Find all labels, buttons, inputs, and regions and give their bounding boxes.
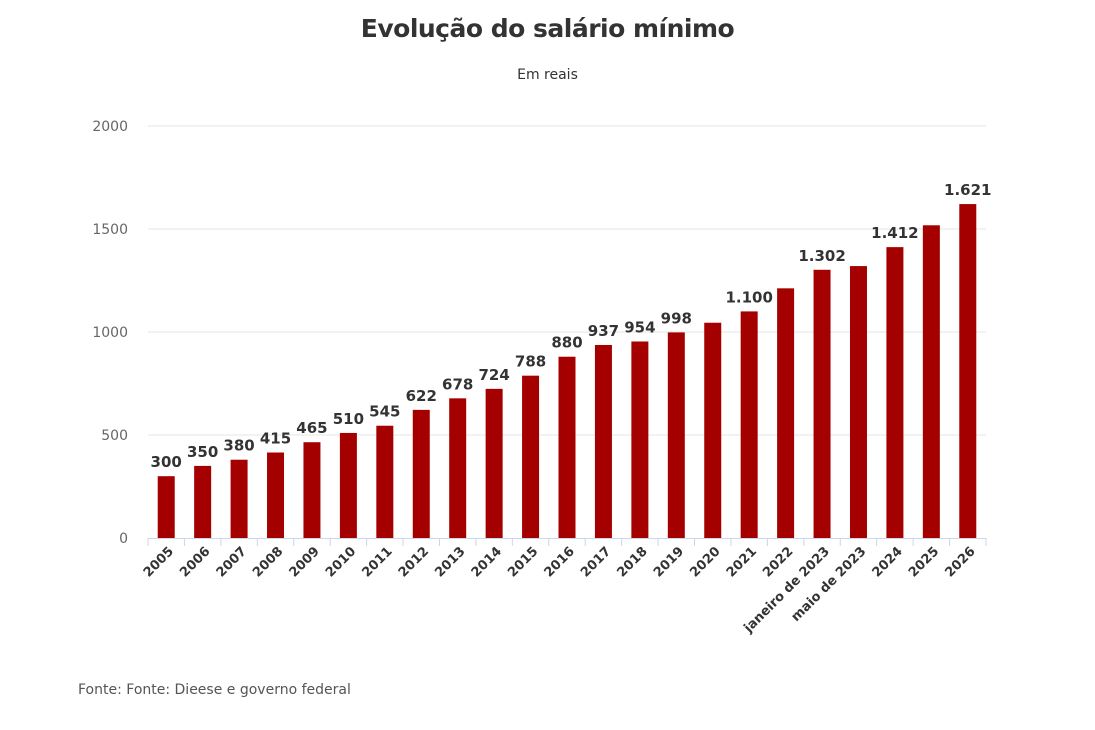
data-label: 1.412	[871, 224, 918, 242]
y-tick-label: 1500	[92, 222, 128, 238]
x-tick-label: 2009	[287, 544, 323, 580]
data-label: 880	[551, 334, 582, 352]
bar	[376, 425, 394, 538]
bar	[267, 452, 285, 538]
y-tick-label: 1000	[92, 325, 128, 341]
x-tick-label: 2024	[870, 544, 906, 580]
bar	[704, 322, 722, 538]
data-label: 937	[588, 322, 619, 340]
data-label: 1.302	[798, 247, 845, 265]
data-label: 622	[406, 387, 437, 405]
y-tick-label: 500	[101, 428, 128, 444]
x-tick-label: 2005	[141, 544, 177, 580]
data-label: 510	[333, 410, 364, 428]
bar	[959, 204, 977, 538]
data-label: 998	[661, 309, 692, 327]
bar	[631, 341, 649, 538]
x-tick-label: 2018	[615, 544, 651, 580]
bar	[886, 247, 904, 539]
x-tick-label: 2020	[687, 544, 723, 580]
x-tick-label: 2007	[214, 544, 250, 580]
data-label: 724	[478, 366, 509, 384]
x-tick-label: 2013	[432, 544, 468, 580]
x-tick-label: 2017	[578, 544, 614, 580]
chart-title: Evolução do salário mínimo	[360, 14, 735, 43]
bar	[339, 432, 357, 538]
x-tick-label: 2026	[942, 544, 978, 580]
bar	[594, 344, 612, 538]
bar	[303, 442, 321, 538]
bar	[558, 356, 576, 538]
data-label: 350	[187, 443, 218, 461]
bar	[813, 269, 831, 538]
bar	[740, 311, 758, 538]
bar	[522, 375, 540, 538]
bar	[230, 459, 248, 538]
data-label: 1.100	[725, 288, 772, 306]
x-tick-label: 2012	[396, 544, 432, 580]
x-tick-label: 2025	[906, 544, 942, 580]
bar	[777, 288, 795, 538]
chart-source: Fonte: Fonte: Dieese e governo federal	[78, 682, 351, 698]
bar	[157, 476, 175, 538]
bar	[449, 398, 467, 538]
chart-subtitle: Em reais	[517, 67, 578, 83]
x-tick-label: 2016	[542, 544, 578, 580]
data-label: 300	[151, 453, 182, 471]
x-tick-label: 2011	[359, 544, 395, 580]
y-tick-label: 0	[119, 531, 128, 547]
data-label: 545	[369, 403, 400, 421]
x-tick-label: 2015	[505, 544, 541, 580]
bar	[849, 266, 867, 538]
data-label: 954	[624, 318, 655, 336]
data-label: 380	[223, 437, 254, 455]
data-label: 678	[442, 375, 473, 393]
bar	[485, 388, 503, 538]
x-tick-label: 2010	[323, 544, 359, 580]
x-tick-label: 2021	[724, 544, 760, 580]
data-label: 415	[260, 430, 291, 448]
bar	[922, 225, 940, 539]
x-tick-label: 2019	[651, 544, 687, 580]
data-label: 788	[515, 353, 546, 371]
y-tick-label: 2000	[92, 119, 128, 135]
x-tick-label: 2014	[469, 544, 505, 580]
bar	[667, 332, 685, 538]
bar	[412, 409, 430, 538]
x-tick-label: 2008	[250, 544, 286, 580]
data-label: 1.621	[944, 181, 991, 199]
data-label: 465	[296, 419, 327, 437]
bar	[194, 465, 212, 538]
x-tick-label: 2006	[177, 544, 213, 580]
